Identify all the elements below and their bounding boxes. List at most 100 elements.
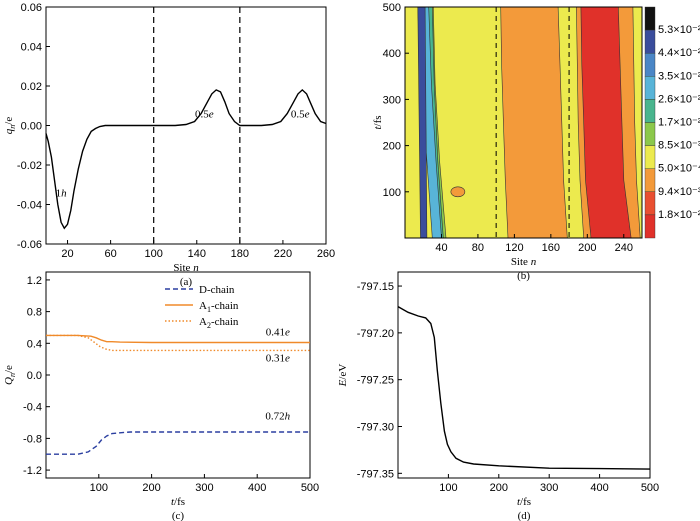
heatmap-region [500,6,568,239]
colorbar-swatch [644,99,656,123]
y-tick-label: 300 [383,94,401,106]
y-tick-label: 200 [383,141,401,153]
x-tick-label: 100 [145,248,163,260]
y-tick-label: 1.2 [27,275,42,287]
colorbar-label: 1.7×10⁻² [658,117,700,129]
x-tick-label: 40 [435,242,447,254]
y-tick-label: 0.8 [27,307,42,319]
colorbar-label: 5.3×10⁻² [658,24,700,36]
x-tick-label: 160 [542,242,560,254]
panel-label: (c) [172,510,185,521]
series-line [46,334,310,344]
y-tick-label: 0.02 [21,81,42,93]
panel-d: 100 200 300 400 500 -797.35 -797.30 -797.25 -797… [337,271,659,521]
annotation: 0.5e [291,109,310,121]
plot-frame [45,271,311,479]
charge-curve [45,88,327,230]
y-tick-label: -797.20 [357,328,394,340]
x-tick-label: 200 [578,242,596,254]
legend-label: D-chain [199,284,235,296]
x-tick-label: 120 [505,242,523,254]
colorbar-swatch [644,6,656,31]
x-tick-label: 140 [188,248,206,260]
colorbar-label: 1.8×10⁻² [658,209,700,221]
y-tick-label: 0.4 [27,338,42,350]
legend-label: A2-chain [199,316,239,330]
x-tick-label: 300 [540,482,558,494]
panel-c: 100 200 300 400 500 -1.2 -0.8 -0.4 0.0 0.4 0.8 1.2 D… [3,271,319,521]
y-tick-label: 0.00 [21,121,42,133]
colorbar-swatch [644,76,656,100]
x-tick-label: 300 [195,482,213,494]
colorbar-swatch [644,145,656,169]
x-tick-label: 100 [439,482,457,494]
annotation: 1h [56,188,67,200]
y-tick-label: -0.02 [17,160,42,172]
colorbar-swatch [644,29,656,54]
x-tick-label: 500 [301,482,319,494]
x-tick-label: 60 [104,248,116,260]
panel-b: 40 80 120 160 200 240 100 200 300 400 500 5.3×10⁻² 4… [372,2,700,282]
y-tick-label: -0.4 [23,402,42,414]
panel-label: (b) [517,270,530,282]
y-tick-label: -797.25 [357,375,394,387]
colorbar-label: 5.0×10⁻⁴ [658,163,700,175]
x-tick-label: 260 [317,248,335,260]
plot-frame [397,271,651,479]
x-tick-label: 180 [231,248,249,260]
x-tick-label: 220 [274,248,292,260]
annotation: 0.72h [265,410,290,422]
x-axis-label: Site n [173,262,199,274]
colorbar-label: 4.4×10⁻² [658,47,700,59]
colorbar-swatch [644,168,656,192]
y-tick-label: 0.06 [21,2,42,14]
x-axis-label: t/fs [171,496,185,508]
heatmap-blob [450,186,466,198]
y-axis-label: qn/e [3,117,17,135]
y-tick-label: 500 [383,2,401,14]
colorbar-swatch [644,214,656,239]
x-axis-label: t/fs [517,496,531,508]
y-tick-label: -797.30 [357,422,394,434]
panel-label: (a) [180,276,193,288]
y-tick-label: -0.04 [17,200,42,212]
y-axis-label: E/eV [337,364,349,388]
series-line [46,431,310,455]
x-tick-label: 100 [90,482,108,494]
y-tick-label: -0.8 [23,433,42,445]
x-tick-label: 400 [248,482,266,494]
x-tick-label: 400 [590,482,608,494]
colorbar-label: 3.5×10⁻² [658,70,700,82]
y-tick-label: -797.15 [357,281,394,293]
y-axis-label: Qn/e [3,365,17,385]
x-tick-label: 80 [472,242,484,254]
annotation: 0.41e [266,326,290,338]
colorbar-label: 8.5×10⁻³ [658,140,700,152]
x-tick-label: 200 [142,482,160,494]
colorbar-swatch [644,191,656,216]
panel-label: (d) [518,510,531,521]
x-tick-label: 500 [641,482,659,494]
y-tick-label: -797.35 [357,468,394,480]
x-tick-label: 240 [615,242,633,254]
colorbar-label: 2.6×10⁻² [658,93,700,105]
y-tick-label: 0.0 [27,370,42,382]
x-axis-label: Site n [511,256,537,268]
annotation: 0.5e [195,109,214,121]
energy-curve [397,305,651,470]
y-tick-label: 400 [383,48,401,60]
panel-a: 20 60 100 140 180 220 260 -0.06 -0.04 -0.02 0.00 0.… [3,2,335,288]
colorbar-label: 9.4×10⁻³ [658,186,700,198]
colorbar-swatch [644,53,656,77]
annotation: 0.31e [266,353,290,365]
plot-frame [45,6,327,245]
colorbar-swatch [644,122,656,146]
y-tick-label: 0.04 [21,42,42,54]
legend-label: A1-chain [199,300,239,314]
x-tick-label: 20 [61,248,73,260]
y-tick-label: -1.2 [23,465,42,477]
y-axis-label: t/fs [372,115,384,129]
x-tick-label: 200 [490,482,508,494]
y-tick-label: -0.06 [17,239,42,251]
